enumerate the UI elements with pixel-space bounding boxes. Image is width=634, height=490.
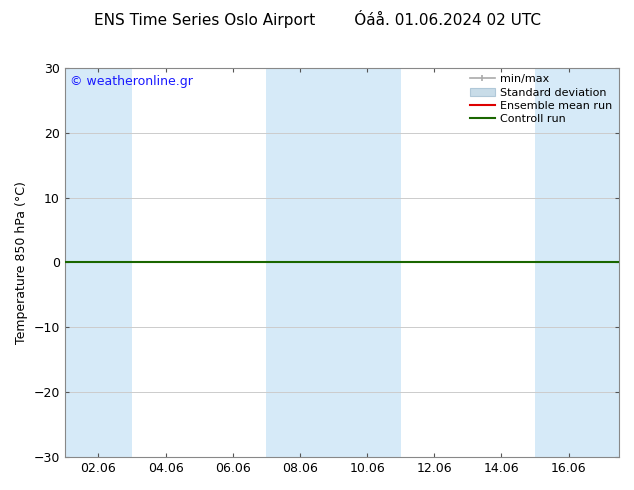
Bar (333, 68, 401, 457)
Legend: min/max, Standard deviation, Ensemble mean run, Controll run: min/max, Standard deviation, Ensemble me… (465, 70, 617, 129)
Text: ENS Time Series Oslo Airport        Óáå. 01.06.2024 02 UTC: ENS Time Series Oslo Airport Óáå. 01.06.… (93, 10, 541, 28)
Y-axis label: Temperature 850 hPa (°C): Temperature 850 hPa (°C) (15, 181, 28, 344)
Text: © weatheronline.gr: © weatheronline.gr (70, 75, 193, 89)
Bar (266, 68, 333, 457)
Bar (65, 68, 132, 457)
Bar (535, 68, 619, 457)
